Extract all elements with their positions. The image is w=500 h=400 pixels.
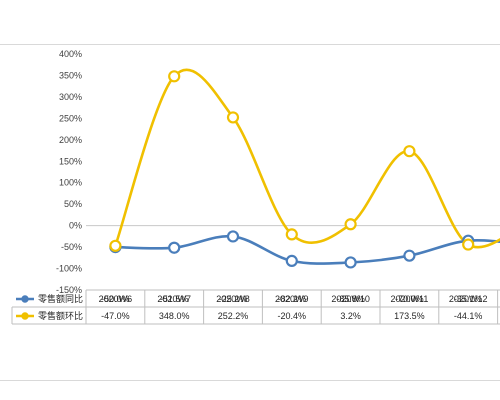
data-point [168,241,181,254]
data-label: -85.8% [336,294,365,304]
data-label: -50.0% [101,294,130,304]
data-label: -70.0% [395,294,424,304]
data-point [285,254,298,268]
data-point [226,230,240,243]
y-tick-label: -150% [56,285,82,295]
series-lines [114,68,500,265]
data-label: 3.2% [340,311,361,321]
x-category-label: 2020W7 [157,294,191,304]
data-label: -47.0% [101,311,130,321]
data-label: -51.5% [160,294,189,304]
x-category-label: 2020W9 [275,294,309,304]
x-category-label: 2020W6 [99,294,133,304]
series-line-2 [114,68,500,249]
x-category-label: 2020W10 [331,294,370,304]
series-line-1 [114,234,500,265]
data-label: -35.1% [454,294,483,304]
series-points [109,70,475,269]
data-point [344,218,357,231]
y-tick-label: -100% [56,264,82,274]
data-point [344,256,357,269]
y-tick-label: 400% [59,49,82,59]
frame-bottom-border [0,380,500,381]
x-category-label: 2020W8 [216,294,250,304]
data-label: 348.0% [159,311,190,321]
legend-marker [21,312,29,320]
data-point [403,249,416,262]
y-tick-label: 200% [59,135,82,145]
data-point [168,70,181,83]
data-label: -44.1% [454,311,483,321]
legend-marker [21,295,29,303]
data-point [226,111,240,124]
y-tick-label: 150% [59,156,82,166]
x-category-label: 2020W11 [390,294,428,304]
x-category-label: 2020W12 [449,294,488,304]
y-tick-label: 250% [59,113,82,123]
legend-series-name: 零售额同比 [38,293,83,304]
y-tick-label: 50% [64,199,82,209]
y-tick-label: -50% [61,242,82,252]
frame-top-border [0,44,500,45]
data-label: -25.2% [219,294,248,304]
data-label: 173.5% [394,311,425,321]
data-point [403,145,416,158]
data-point [462,238,475,251]
legend-series-name: 零售额环比 [38,310,83,321]
y-tick-label: 350% [59,70,82,80]
y-axis: 400% 350% 300% 250% 200% 150% 100% 50% 0% -50% -10… [56,49,82,295]
y-tick-label: 300% [59,92,82,102]
data-label: -20.4% [278,311,307,321]
y-tick-label: 0% [69,221,82,231]
y-tick-label: 100% [59,178,82,188]
data-table: 2020W6 2020W7 2020W8 2020W9 2020W10 2020W11 20… [11,289,500,325]
data-label: -82.2% [278,294,307,304]
data-point [285,228,298,241]
data-label: 252.2% [218,311,249,321]
data-point [109,239,122,252]
